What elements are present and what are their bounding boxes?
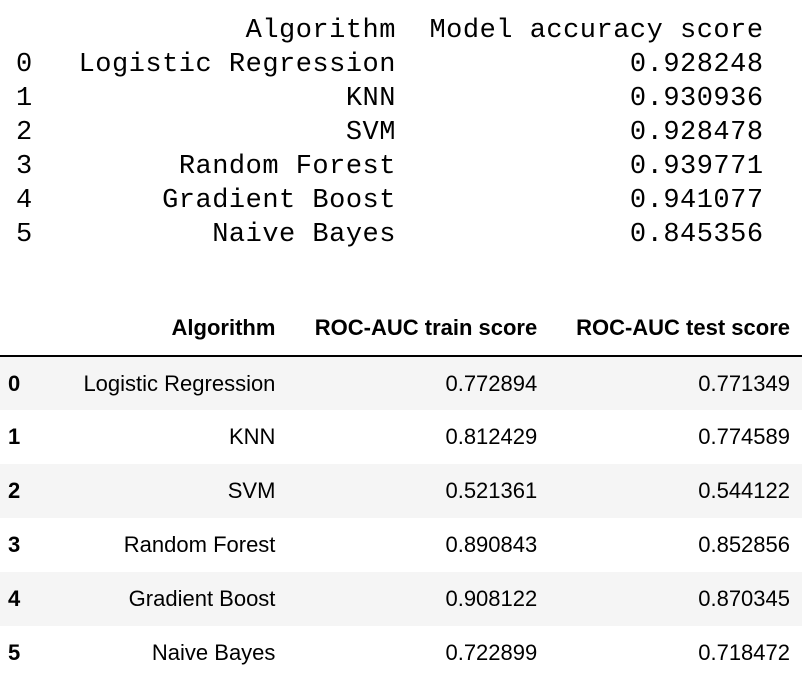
algorithm-cell: KNN — [345, 84, 396, 114]
train-score-cell: 0.772894 — [445, 370, 538, 396]
row-index: 1 — [16, 84, 33, 114]
roc-auc-header-row: Algorithm ROC-AUC train score ROC-AUC te… — [0, 300, 802, 357]
row-index: 3 — [16, 152, 33, 182]
algorithm-cell: Logistic Regression — [83, 370, 276, 396]
roc-auc-header-train: ROC-AUC train score — [287, 300, 550, 357]
row-index: 0 — [16, 50, 33, 80]
test-score-cell: 0.774589 — [698, 424, 790, 449]
roc-auc-header-algorithm: Algorithm — [58, 300, 288, 357]
table-row: 4 Gradient Boost 0.908122 0.870345 — [0, 572, 802, 626]
table-row: 1 KNN 0.930936 — [0, 82, 806, 116]
table-row: 2 SVM 0.928478 — [0, 116, 806, 150]
roc-auc-table: Algorithm ROC-AUC train score ROC-AUC te… — [0, 300, 802, 680]
accuracy-header-score: Model accuracy score — [429, 16, 764, 46]
accuracy-header-algorithm: Algorithm — [245, 16, 396, 46]
table-row: 4 Gradient Boost 0.941077 — [0, 184, 806, 218]
row-index: 0 — [8, 370, 21, 396]
test-score-cell: 0.852856 — [698, 532, 790, 557]
table-row: 1 KNN 0.812429 0.774589 — [0, 410, 802, 464]
row-index: 2 — [8, 478, 21, 503]
accuracy-header-index — [0, 14, 62, 48]
train-score-cell: 0.722899 — [445, 640, 538, 665]
table-row: 3 Random Forest 0.939771 — [0, 150, 806, 184]
algorithm-cell: Gradient Boost — [162, 186, 396, 216]
row-index: 2 — [16, 118, 33, 148]
accuracy-cell: 0.928478 — [629, 118, 764, 148]
accuracy-cell: 0.930936 — [629, 84, 764, 114]
algorithm-cell: Gradient Boost — [128, 586, 276, 611]
accuracy-cell: 0.928248 — [629, 50, 764, 80]
train-score-cell: 0.890843 — [445, 532, 538, 557]
train-score-cell: 0.812429 — [445, 424, 538, 449]
table-row: 5 Naive Bayes 0.845356 — [0, 218, 806, 252]
algorithm-cell: SVM — [345, 118, 396, 148]
table-row: 3 Random Forest 0.890843 0.852856 — [0, 518, 802, 572]
accuracy-cell: 0.845356 — [629, 220, 764, 250]
algorithm-cell: KNN — [228, 424, 276, 449]
row-index: 5 — [16, 220, 33, 250]
test-score-cell: 0.870345 — [698, 586, 790, 611]
table-row: 0 Logistic Regression 0.772894 0.771349 — [0, 356, 802, 410]
row-index: 4 — [8, 586, 21, 611]
table-row: 5 Naive Bayes 0.722899 0.718472 — [0, 626, 802, 680]
accuracy-header-row: Algorithm Model accuracy score — [0, 14, 806, 48]
row-index: 4 — [16, 186, 33, 216]
accuracy-cell: 0.941077 — [629, 186, 764, 216]
algorithm-cell: SVM — [227, 478, 276, 503]
algorithm-cell: Random Forest — [178, 152, 396, 182]
train-score-cell: 0.521361 — [445, 478, 538, 503]
test-score-cell: 0.718472 — [698, 640, 790, 665]
row-index: 3 — [8, 532, 21, 557]
roc-auc-header-index — [0, 300, 58, 357]
accuracy-cell: 0.939771 — [629, 152, 764, 182]
table-row: 0 Logistic Regression 0.928248 — [0, 48, 806, 82]
row-index: 1 — [8, 424, 21, 449]
accuracy-table: Algorithm Model accuracy score 0 Logisti… — [0, 14, 806, 252]
row-index: 5 — [8, 640, 21, 665]
roc-auc-header-test: ROC-AUC test score — [549, 300, 802, 357]
train-score-cell: 0.908122 — [445, 586, 538, 611]
test-score-cell: 0.544122 — [698, 478, 790, 503]
algorithm-cell: Naive Bayes — [212, 220, 396, 250]
table-row: 2 SVM 0.521361 0.544122 — [0, 464, 802, 518]
algorithm-cell: Logistic Regression — [78, 50, 396, 80]
algorithm-cell: Naive Bayes — [151, 640, 276, 665]
test-score-cell: 0.771349 — [698, 370, 790, 396]
algorithm-cell: Random Forest — [123, 532, 276, 557]
